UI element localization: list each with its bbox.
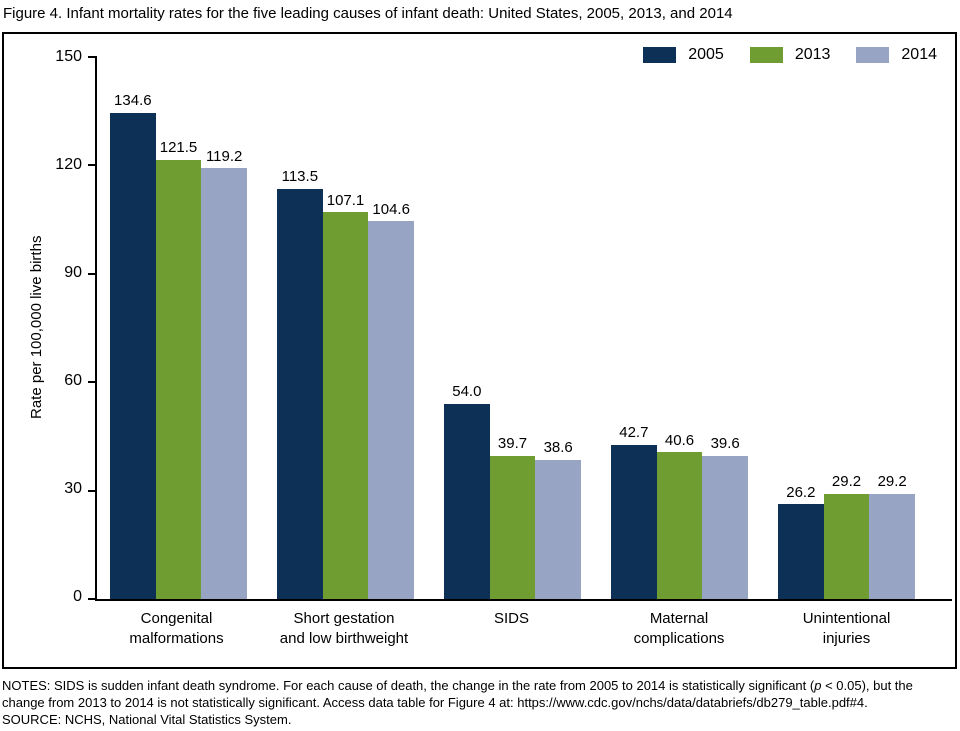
bar-value-label: 38.6 (543, 439, 573, 457)
bar-value-label: 54.0 (452, 383, 482, 401)
plot-area: 134.6 121.5 119.2 113.5 107.1 104.6 54.0 39.7 38… (88, 56, 952, 601)
footnotes: NOTES: SIDS is sudden infant death syndr… (2, 677, 957, 728)
bar-value-label: 29.2 (831, 473, 862, 490)
bar-2014: 29.2 (869, 473, 916, 599)
x-category-label: Congenital malformations (129, 610, 224, 648)
bar-2013: 39.7 (489, 436, 536, 599)
bar-2013: 107.1 (322, 192, 369, 599)
bar-value-label: 26.2 (786, 483, 816, 501)
legend-swatch (749, 47, 783, 63)
x-category-label: Short gestation and low birthweight (279, 610, 409, 648)
bar-2005: 42.7 (611, 425, 657, 599)
bar-2005: 26.2 (778, 484, 824, 599)
legend-swatch (643, 47, 677, 63)
bar-value-label: 39.6 (710, 435, 740, 453)
bar-group: 134.6 121.5 119.2 (110, 57, 248, 599)
bar-group: 113.5 107.1 104.6 (277, 57, 415, 599)
x-category-label: Maternal complications (633, 610, 725, 648)
chart-panel: 2005 2013 2014 Rate per 100,000 live birth… (2, 32, 957, 669)
bar-2014: 119.2 (201, 148, 248, 599)
bar-group: 26.2 29.2 29.2 (778, 57, 916, 599)
bar-2014: 104.6 (368, 201, 415, 599)
y-tick-label: 150 (55, 48, 82, 65)
legend-swatch (856, 47, 890, 63)
x-category-label: Unintentional injuries (802, 610, 891, 648)
y-tick-label: 120 (55, 156, 82, 173)
bar-2014: 39.6 (702, 436, 749, 599)
bar-value-label: 107.1 (326, 191, 365, 209)
y-tick-mark (88, 489, 97, 492)
notes-segment: < 0.05), but the change from 2013 to 201… (2, 678, 913, 711)
bar-value-label: 40.6 (664, 431, 695, 449)
y-tick-mark (88, 56, 97, 58)
y-tick-mark (88, 381, 97, 384)
legend-label: 2014 (901, 46, 937, 63)
legend-item-2013: 2013 (749, 46, 831, 64)
notes-italic-p: p (814, 678, 822, 693)
bar-2014: 38.6 (535, 440, 582, 599)
bar-2005: 134.6 (110, 93, 156, 599)
y-tick-label: 30 (64, 480, 82, 497)
y-tick-label: 0 (73, 588, 82, 605)
notes-text: NOTES: SIDS is sudden infant death syndr… (2, 678, 913, 710)
legend-item-2005: 2005 (643, 46, 724, 64)
y-tick-mark (88, 598, 97, 600)
source-text: SOURCE: NCHS, National Vital Statistics … (2, 712, 292, 728)
bar-2013: 29.2 (823, 473, 870, 599)
bar-group: 42.7 40.6 39.6 (611, 57, 749, 599)
x-axis-labels: Congenital malformations Short gestation … (95, 609, 952, 650)
y-tick-label: 60 (64, 372, 82, 389)
notes-segment: NOTES: SIDS is sudden infant death syndr… (2, 678, 815, 693)
x-category-label: SIDS (493, 610, 529, 627)
bar-group: 54.0 39.7 38.6 (444, 57, 582, 599)
bar-value-label: 39.7 (497, 435, 528, 453)
bar-2005: 54.0 (444, 384, 490, 599)
bar-2005: 113.5 (277, 169, 323, 599)
bar-value-label: 104.6 (372, 200, 410, 218)
y-tick-label: 90 (64, 264, 82, 281)
figure-title: Figure 4. Infant mortality rates for the… (3, 5, 733, 22)
bar-value-label: 29.2 (877, 473, 907, 490)
bar-value-label: 134.6 (114, 92, 152, 110)
legend: 2005 2013 2014 (643, 46, 937, 64)
bar-value-label: 121.5 (159, 139, 198, 157)
bar-value-label: 42.7 (619, 424, 649, 442)
legend-label: 2005 (688, 46, 724, 63)
bar-value-label: 113.5 (281, 168, 319, 186)
legend-item-2014: 2014 (856, 46, 937, 64)
y-axis-tick-labels: 0 30 60 90 120 150 (4, 49, 82, 605)
legend-label: 2013 (794, 46, 831, 63)
bar-value-label: 119.2 (205, 147, 243, 165)
bar-2013: 121.5 (155, 140, 202, 599)
bar-2013: 40.6 (656, 432, 703, 599)
y-tick-mark (88, 164, 97, 167)
y-tick-mark (88, 272, 97, 275)
